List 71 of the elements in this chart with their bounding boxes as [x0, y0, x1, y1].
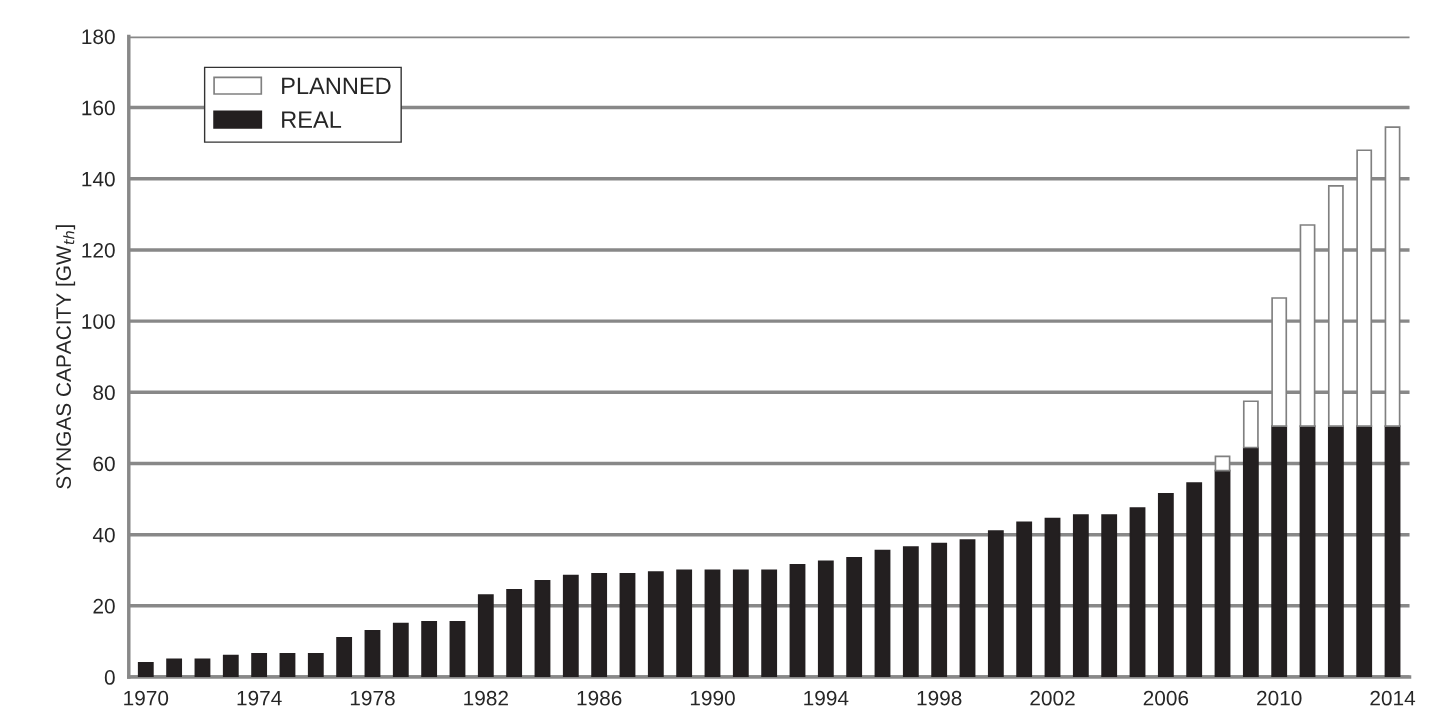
bar [931, 542, 948, 678]
bar [1327, 425, 1344, 678]
x-tick-label: 1978 [350, 690, 395, 706]
x-tick-label: 2006 [1143, 690, 1189, 706]
bar [959, 539, 976, 678]
bar [619, 572, 636, 678]
bar [194, 658, 211, 678]
y-tick-label: 80 [93, 385, 115, 401]
bar [676, 569, 693, 678]
y-tick-label: 160 [82, 100, 115, 116]
bar [449, 621, 466, 678]
bar [1016, 521, 1033, 678]
x-tick-label: 2002 [1030, 690, 1075, 706]
y-tick-label: 140 [82, 171, 115, 187]
bar [1299, 425, 1316, 678]
bar [477, 594, 494, 678]
bar [1271, 425, 1288, 678]
bar [704, 569, 721, 678]
bar [562, 574, 579, 678]
x-tick-label: 1990 [690, 690, 735, 706]
bar [1072, 514, 1089, 678]
bar [761, 569, 778, 678]
bar [1129, 507, 1146, 678]
bar [506, 589, 523, 678]
y-tick-label: 40 [92, 527, 115, 543]
bar [534, 580, 551, 678]
bar [1242, 400, 1259, 449]
y-axis-title: SYNGAS CAPACITY [GW$_{th}$] [55, 225, 76, 489]
bar [647, 571, 664, 678]
bar [846, 556, 863, 678]
y-tick-label: 60 [93, 456, 115, 472]
bar [1356, 425, 1373, 678]
bar [1157, 492, 1174, 678]
bar [1242, 446, 1259, 678]
bar [1186, 482, 1203, 678]
bar [307, 653, 324, 678]
y-tick-label: 0 [104, 670, 115, 685]
bar [392, 622, 409, 678]
bar [987, 530, 1004, 678]
bar [222, 654, 239, 678]
x-tick-label: 2010 [1257, 690, 1302, 706]
bar [1044, 517, 1061, 678]
x-tick-label: 1998 [917, 690, 962, 706]
bar [732, 569, 749, 678]
bar [166, 658, 183, 678]
y-tick-label: 120 [82, 242, 115, 258]
bar [817, 560, 834, 678]
bar [251, 653, 268, 678]
x-tick-label: 1970 [124, 690, 169, 706]
x-tick-label: 2014 [1370, 690, 1416, 706]
y-tick-label: 100 [82, 314, 115, 329]
bar [364, 629, 381, 678]
legend-label: PLANNED [282, 77, 391, 94]
bar [137, 661, 154, 678]
bar [591, 572, 608, 678]
legend-label: REAL [282, 111, 342, 128]
bar [789, 564, 806, 678]
bar [1214, 469, 1231, 678]
x-tick-label: 1982 [464, 690, 508, 706]
x-tick-label: 1986 [577, 690, 622, 706]
x-tick-label: 1974 [237, 690, 282, 706]
y-tick-label: 180 [82, 29, 115, 45]
bar [874, 549, 891, 678]
bar [1384, 425, 1401, 678]
bar [279, 653, 296, 678]
y-tick-label: 20 [93, 598, 115, 614]
bar [1101, 514, 1118, 678]
bar [421, 621, 438, 678]
bar [902, 546, 919, 678]
x-tick-label: 1994 [804, 690, 849, 706]
bar [336, 637, 353, 678]
